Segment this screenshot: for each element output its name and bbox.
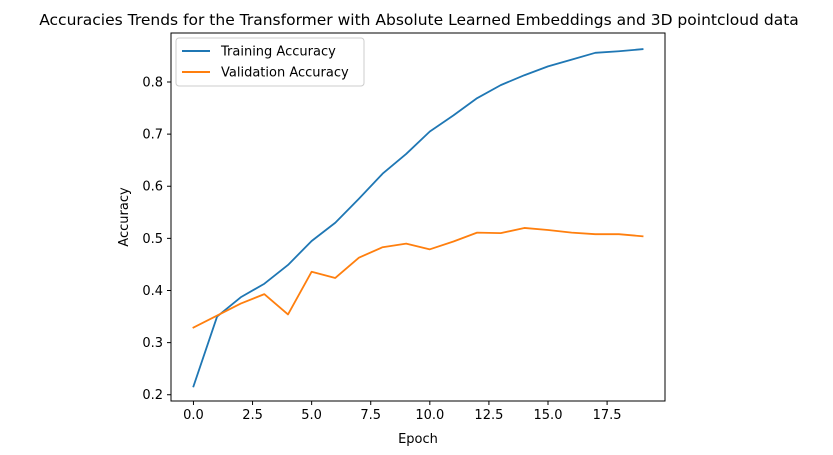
x-tick-label: 15.0 [534, 408, 563, 423]
x-axis-ticks: 0.0 2.5 5.0 7.5 10.0 12.5 15.0 17.5 [183, 401, 622, 423]
x-tick-label: 5.0 [301, 408, 322, 423]
x-tick-label: 2.5 [242, 408, 263, 423]
y-tick-label: 0.4 [142, 284, 163, 299]
chart-title: Accuracies Trends for the Transformer wi… [39, 11, 799, 29]
y-tick-label: 0.6 [142, 180, 163, 195]
x-tick-label: 7.5 [360, 408, 381, 423]
legend: Training Accuracy Validation Accuracy [175, 37, 365, 87]
y-axis-ticks: 0.2 0.3 0.4 0.5 0.6 0.7 0.8 [142, 75, 171, 403]
x-tick-label: 0.0 [183, 408, 204, 423]
x-tick-label: 17.5 [593, 408, 622, 423]
legend-label-training: Training Accuracy [220, 45, 336, 60]
series-line-validation-accuracy [192, 227, 644, 329]
y-tick-label: 0.2 [142, 388, 163, 403]
legend-label-validation: Validation Accuracy [221, 66, 349, 81]
series-lines [192, 48, 644, 388]
x-tick-label: 10.0 [415, 408, 444, 423]
x-axis-label: Epoch [398, 432, 438, 447]
plot-frame [170, 32, 666, 402]
y-tick-label: 0.5 [142, 232, 163, 247]
y-axis-label: Accuracy [117, 187, 132, 247]
plot-area: 0.0 2.5 5.0 7.5 10.0 12.5 15.0 17.5 0.20.30.40.… [142, 32, 666, 423]
legend-frame [175, 37, 365, 87]
y-tick-label: 0.8 [142, 75, 163, 90]
series-line-training-accuracy [192, 48, 644, 388]
y-tick-label: 0.7 [142, 128, 163, 143]
y-tick-label: 0.3 [142, 336, 163, 351]
x-tick-label: 12.5 [474, 408, 503, 423]
